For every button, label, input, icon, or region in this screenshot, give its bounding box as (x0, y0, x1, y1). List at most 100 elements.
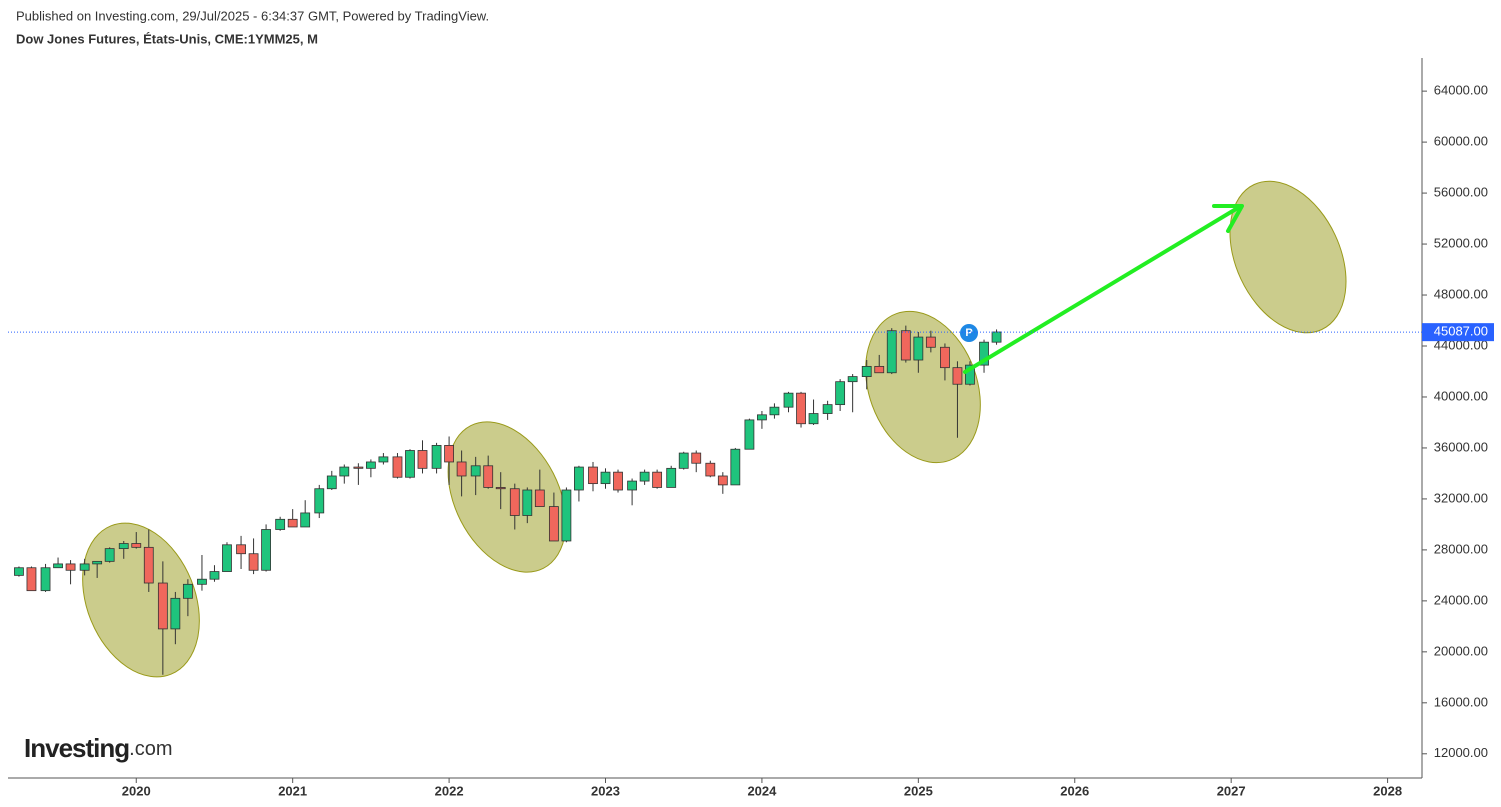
candle-body (509, 488, 520, 516)
y-tick-label: 24000.00 (1434, 592, 1488, 607)
candle-body (209, 571, 220, 580)
candle-body (691, 452, 702, 464)
candle-body (627, 480, 637, 491)
x-tick-label: 2024 (747, 783, 777, 798)
candle-body (757, 414, 767, 421)
candle-body (353, 466, 364, 469)
marker-label: P (965, 327, 972, 339)
candle-body (588, 466, 598, 485)
candle-body (26, 567, 37, 592)
candle-body (261, 529, 271, 571)
candle-body (861, 365, 872, 377)
candle-body (287, 518, 298, 528)
candle-body (730, 448, 741, 486)
candle-body (157, 582, 168, 630)
x-tick-label: 2021 (278, 783, 307, 798)
candle-body (886, 330, 897, 374)
candle-body (131, 543, 142, 548)
arrow (963, 204, 1244, 374)
candle-body (275, 518, 286, 530)
logo: Investing.com (24, 733, 172, 763)
x-tick-label: 2028 (1373, 783, 1402, 798)
x-tick-label: 2020 (122, 783, 151, 798)
plot (14, 325, 1002, 675)
candle-body (744, 419, 755, 450)
highlight-ellipse (1229, 180, 1347, 334)
highlight-ellipse (447, 421, 567, 573)
candle-body (431, 444, 442, 469)
candle-body (495, 487, 506, 490)
chart-title: Dow Jones Futures, États-Unis, CME:1YMM2… (16, 31, 318, 46)
candle-body (143, 546, 154, 584)
candle-body (170, 597, 181, 630)
candle-body (952, 367, 963, 385)
candle-body (717, 475, 728, 486)
candle-body (182, 583, 193, 599)
candle-body (769, 406, 780, 416)
candle-body (53, 563, 63, 569)
candle-body (326, 475, 337, 490)
y-tick-label: 36000.00 (1434, 439, 1488, 454)
candle-body (705, 462, 716, 477)
candle-body (314, 488, 325, 514)
candle-body (796, 392, 806, 425)
y-tick-label: 16000.00 (1434, 694, 1488, 709)
source: Published on Investing.com, 29/Jul/2025 … (16, 8, 489, 23)
candle-body (652, 471, 663, 488)
candle-body (417, 450, 428, 469)
marker-badge (960, 324, 978, 342)
y-tick-label: 60000.00 (1434, 134, 1488, 149)
y-tick-label: 64000.00 (1434, 83, 1488, 98)
candle-body (339, 466, 350, 477)
candle-body (236, 544, 246, 555)
last-price-label: 45087.00 (1434, 324, 1488, 339)
y-tick-label: 12000.00 (1434, 745, 1488, 760)
arrow-line (963, 204, 1243, 374)
candle-body (874, 365, 885, 374)
y-tick-label: 56000.00 (1434, 185, 1488, 200)
candle-body (678, 452, 689, 469)
candle-body (365, 461, 376, 469)
candle-body (991, 331, 1002, 343)
candle-body (900, 330, 911, 361)
candle-body (600, 471, 611, 485)
candle-body (222, 544, 232, 572)
y-tick-label: 28000.00 (1434, 541, 1488, 556)
candle-body (534, 489, 545, 507)
candle-body (847, 376, 858, 383)
candle-body (65, 563, 76, 571)
candle-body (248, 553, 259, 571)
candle-body (405, 450, 415, 478)
candle-body (300, 512, 311, 528)
candle-body (965, 364, 975, 385)
candle-body (378, 456, 389, 463)
candle-body (79, 563, 90, 571)
candle-body (522, 489, 533, 516)
y-tick-label: 44000.00 (1434, 337, 1488, 352)
candle-body (979, 341, 989, 366)
candle-body (40, 567, 51, 592)
x-tick-label: 2022 (435, 783, 464, 798)
logo-suffix: .com (129, 738, 172, 760)
y-tick-label: 40000.00 (1434, 388, 1488, 403)
y-tick-label: 52000.00 (1434, 235, 1488, 250)
candle-body (392, 456, 403, 478)
candle-body (444, 444, 454, 463)
last-price-box (1422, 323, 1494, 342)
x-tick-label: 2026 (1060, 783, 1089, 798)
x-tick-label: 2025 (904, 783, 933, 798)
candle-body (197, 578, 207, 585)
candle-body (666, 467, 677, 488)
arrow-head (1212, 204, 1244, 233)
candle-body (118, 543, 129, 550)
logo-name: Investing (24, 733, 129, 763)
y-tick-label: 32000.00 (1434, 490, 1488, 505)
x-tick-label: 2027 (1217, 783, 1246, 798)
candle-body (613, 471, 623, 491)
candle-body (783, 392, 794, 408)
candle-body (835, 381, 846, 406)
candle-body (561, 489, 572, 542)
y-tick-label: 20000.00 (1434, 643, 1488, 658)
candle-body (808, 413, 819, 425)
